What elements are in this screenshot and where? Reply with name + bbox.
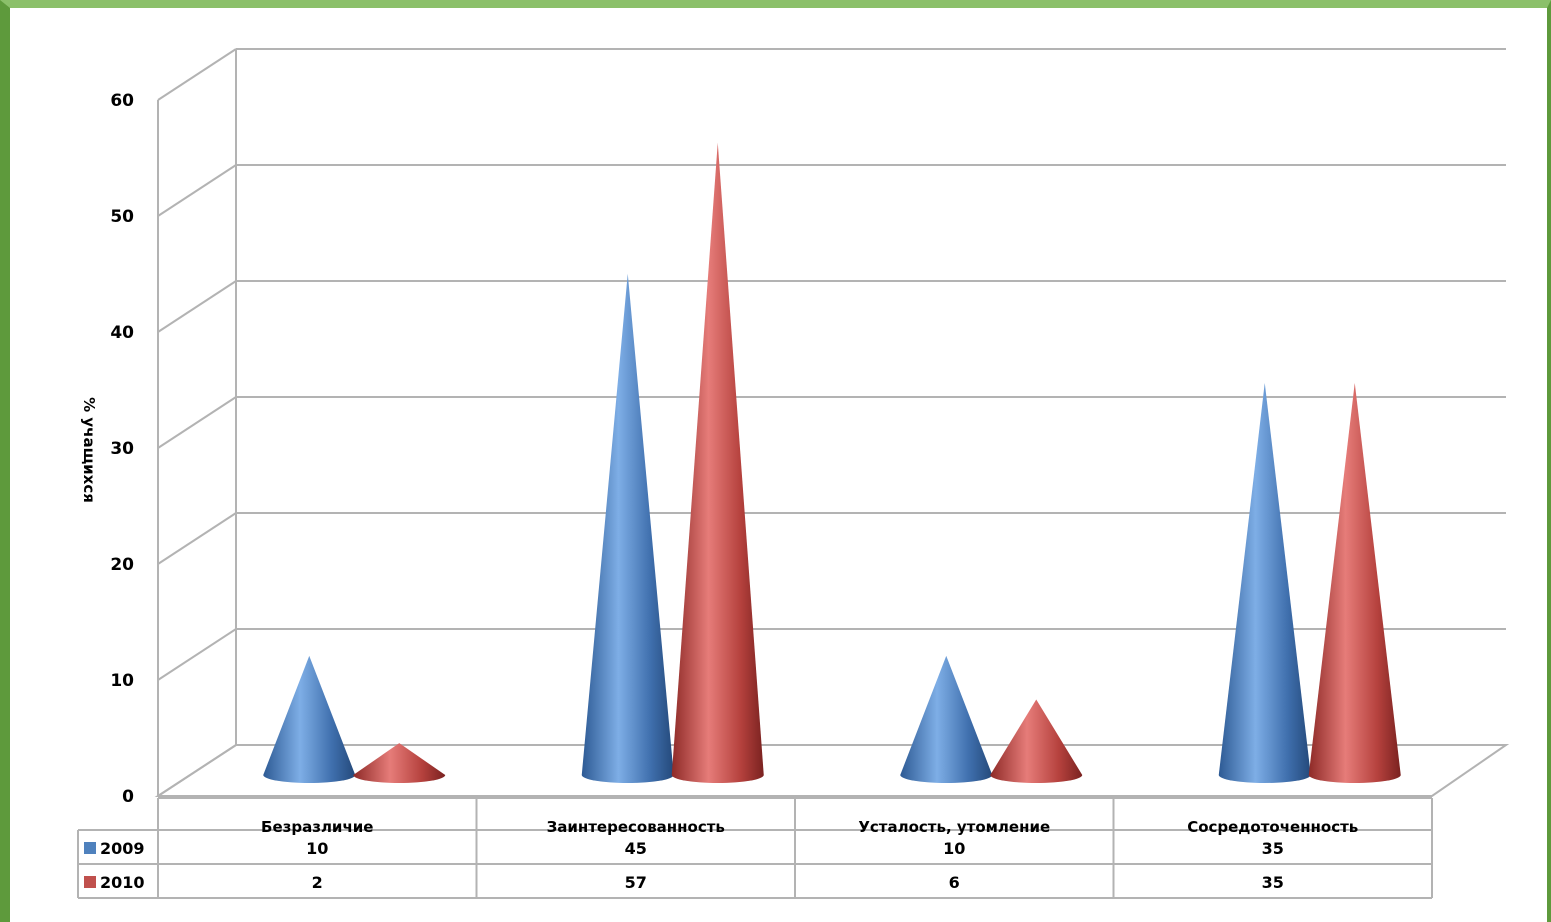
cone-2009 xyxy=(263,655,356,783)
legend-key-2009 xyxy=(84,842,96,854)
data-table-value: 35 xyxy=(1262,873,1284,892)
series-name: 2010 xyxy=(100,873,145,892)
y-tick-label: 40 xyxy=(110,323,134,343)
category-label: Безразличие xyxy=(261,818,373,836)
chart-cones xyxy=(263,142,1401,783)
side-gridline xyxy=(157,164,237,217)
side-gridline xyxy=(157,280,237,333)
y-tick-label: 0 xyxy=(122,787,134,807)
data-table-value: 6 xyxy=(949,873,960,892)
cone-body xyxy=(671,142,764,783)
data-table-value: 2 xyxy=(312,873,323,892)
cone-2009 xyxy=(1218,382,1311,783)
y-axis-label: % учащихся xyxy=(80,397,98,503)
cone-body xyxy=(263,655,356,783)
cone-2010 xyxy=(1308,382,1401,783)
y-tick-label: 10 xyxy=(110,671,134,691)
cone-body xyxy=(1218,382,1311,783)
y-tick-label: 30 xyxy=(110,439,134,459)
data-table-value: 10 xyxy=(306,839,328,858)
cone-body xyxy=(900,655,993,783)
y-axis: 0 10 20 30 40 50 60 xyxy=(110,91,134,807)
data-table-value: 35 xyxy=(1262,839,1284,858)
category-label: Усталость, утомление xyxy=(858,818,1050,836)
cone-2010 xyxy=(353,743,446,783)
cone-body xyxy=(990,699,1083,783)
data-table-value: 10 xyxy=(943,839,965,858)
cone-body xyxy=(581,273,674,783)
side-gridline xyxy=(157,396,237,449)
y-tick-label: 60 xyxy=(110,91,134,111)
y-tick-label: 50 xyxy=(110,207,134,227)
side-gridline xyxy=(157,512,237,565)
legend-key-2010 xyxy=(84,876,96,888)
data-table-value: 57 xyxy=(625,873,647,892)
chart-grid xyxy=(154,48,1510,797)
series-name: 2009 xyxy=(100,839,145,858)
side-gridline xyxy=(157,48,237,101)
cone-2009 xyxy=(900,655,993,783)
cone-body xyxy=(353,743,446,783)
y-tick-label: 20 xyxy=(110,555,134,575)
category-label: Сосредоточенность xyxy=(1187,818,1358,836)
cone-2010 xyxy=(990,699,1083,783)
chart-floor xyxy=(154,744,1510,797)
category-label: Заинтересованность xyxy=(547,818,725,836)
side-gridline xyxy=(157,628,237,681)
data-table-value: 45 xyxy=(625,839,647,858)
data-table: Безразличие Заинтересованность Усталость, … xyxy=(77,797,1433,899)
cone-2009 xyxy=(581,273,674,783)
cone-body xyxy=(1308,382,1401,783)
cone-2010 xyxy=(671,142,764,783)
